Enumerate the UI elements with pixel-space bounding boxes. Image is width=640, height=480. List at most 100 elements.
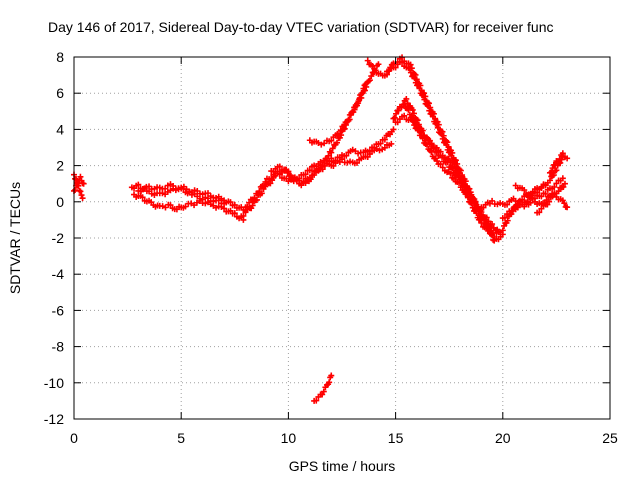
y-tick-label: -10 bbox=[44, 375, 64, 391]
data-point bbox=[427, 104, 434, 111]
axis-ticks: 0 5 10 15 20 25 -12 -10 -8 -6 -4 -2 0 2 4 6 8 bbox=[44, 49, 618, 446]
data-point bbox=[349, 108, 356, 115]
data-point bbox=[267, 180, 274, 187]
data-point bbox=[478, 219, 485, 226]
x-tick-label: 0 bbox=[70, 430, 78, 446]
data-point bbox=[428, 148, 435, 155]
data-point bbox=[401, 112, 408, 119]
data-point bbox=[72, 187, 79, 194]
data-point bbox=[468, 191, 475, 198]
data-point bbox=[486, 224, 493, 231]
data-point bbox=[435, 121, 442, 128]
data-point bbox=[307, 176, 314, 183]
data-point bbox=[529, 195, 536, 202]
series-arc-t bbox=[534, 190, 571, 216]
data-point bbox=[546, 177, 553, 184]
data-point bbox=[260, 182, 267, 189]
y-tick-label: 6 bbox=[56, 85, 64, 101]
chart-title: Day 146 of 2017, Sidereal Day-to-day VTE… bbox=[48, 19, 554, 35]
data-point bbox=[455, 170, 462, 177]
data-point bbox=[182, 203, 189, 210]
data-point bbox=[377, 140, 384, 147]
x-tick-label: 10 bbox=[281, 430, 297, 446]
data-point bbox=[552, 161, 559, 168]
y-tick-label: 0 bbox=[56, 194, 64, 210]
data-point bbox=[329, 145, 336, 152]
data-point bbox=[450, 163, 457, 170]
data-point bbox=[391, 114, 398, 121]
data-point bbox=[262, 178, 269, 185]
data-point bbox=[385, 68, 392, 75]
data-point bbox=[422, 93, 429, 100]
data-point bbox=[180, 185, 187, 192]
data-point bbox=[363, 83, 370, 90]
y-tick-label: -4 bbox=[52, 266, 65, 282]
data-point bbox=[456, 179, 463, 186]
data-point bbox=[167, 202, 174, 209]
data-point bbox=[445, 156, 452, 163]
data-point bbox=[361, 87, 368, 94]
data-point bbox=[425, 100, 432, 107]
data-point bbox=[477, 207, 484, 214]
data-point bbox=[328, 372, 335, 379]
data-point bbox=[559, 175, 566, 182]
data-point bbox=[534, 189, 541, 196]
data-point bbox=[489, 197, 496, 204]
data-point bbox=[231, 201, 238, 208]
series-arc-d bbox=[131, 191, 247, 223]
data-point bbox=[559, 150, 566, 157]
data-point bbox=[410, 110, 417, 117]
data-point bbox=[256, 188, 263, 195]
data-point bbox=[417, 82, 424, 89]
data-point bbox=[409, 114, 416, 121]
data-point bbox=[414, 121, 421, 128]
data-point bbox=[415, 124, 422, 131]
data-point bbox=[524, 198, 531, 205]
data-point bbox=[328, 137, 335, 144]
data-point bbox=[335, 130, 342, 137]
data-point bbox=[428, 140, 435, 147]
data-point bbox=[555, 188, 562, 195]
data-point bbox=[345, 116, 352, 123]
data-point bbox=[553, 167, 560, 174]
data-point bbox=[354, 102, 361, 109]
data-point bbox=[354, 159, 361, 166]
data-point bbox=[430, 110, 437, 117]
series-arc-p bbox=[401, 101, 493, 231]
data-point bbox=[79, 195, 86, 202]
data-point bbox=[388, 140, 395, 147]
data-point bbox=[452, 157, 459, 164]
data-point bbox=[401, 101, 408, 108]
data-point bbox=[536, 209, 543, 216]
data-point bbox=[343, 152, 350, 159]
data-point bbox=[227, 199, 234, 206]
data-point bbox=[320, 388, 327, 395]
data-point bbox=[302, 171, 309, 178]
y-tick-label: -2 bbox=[52, 230, 65, 246]
data-point bbox=[139, 194, 146, 201]
data-point bbox=[313, 397, 320, 404]
data-point bbox=[514, 204, 521, 211]
data-point bbox=[465, 188, 472, 195]
data-point bbox=[339, 156, 345, 163]
series-arc-u bbox=[546, 150, 571, 176]
data-point bbox=[412, 71, 419, 78]
data-point bbox=[447, 170, 454, 177]
y-tick-label: 8 bbox=[56, 49, 64, 65]
data-point bbox=[551, 190, 558, 197]
x-tick-label: 15 bbox=[388, 430, 404, 446]
data-point bbox=[393, 110, 400, 117]
data-point bbox=[276, 171, 283, 178]
series-arc-v bbox=[311, 372, 335, 404]
data-point bbox=[413, 76, 420, 83]
y-tick-label: -6 bbox=[52, 302, 65, 318]
data-point bbox=[408, 65, 415, 72]
series-arc-k bbox=[328, 140, 395, 170]
series-arc-e bbox=[135, 181, 228, 207]
data-point bbox=[501, 214, 508, 221]
data-point bbox=[77, 188, 84, 195]
data-point bbox=[508, 208, 515, 215]
data-point bbox=[395, 107, 402, 114]
